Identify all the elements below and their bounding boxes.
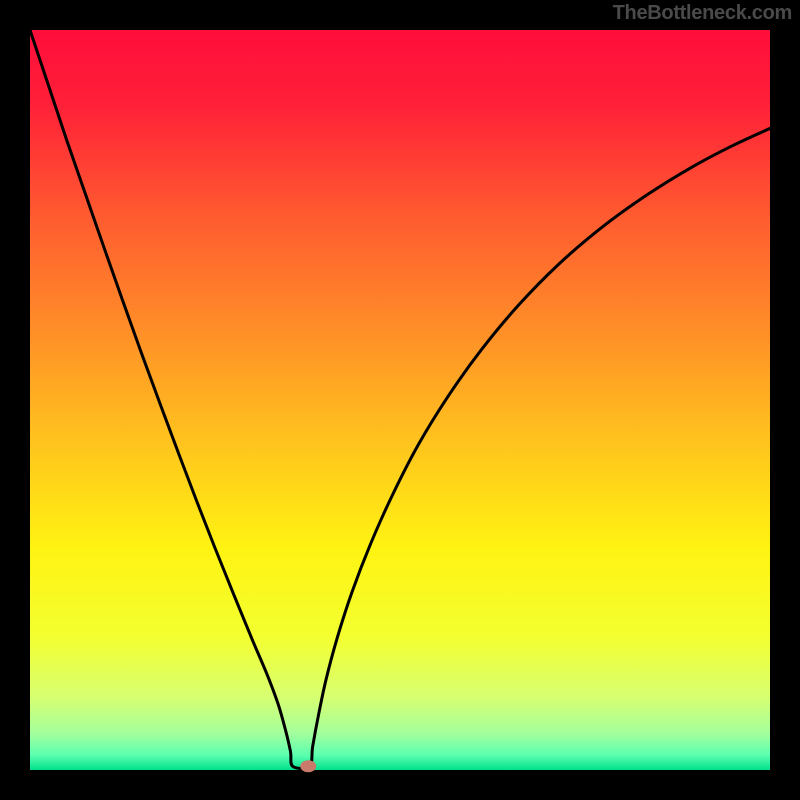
plot-area: [30, 30, 770, 770]
chart-svg: [0, 0, 800, 800]
watermark-text: TheBottleneck.com: [613, 2, 792, 25]
bottleneck-chart: TheBottleneck.com: [0, 0, 800, 800]
min-point-marker: [300, 760, 316, 772]
